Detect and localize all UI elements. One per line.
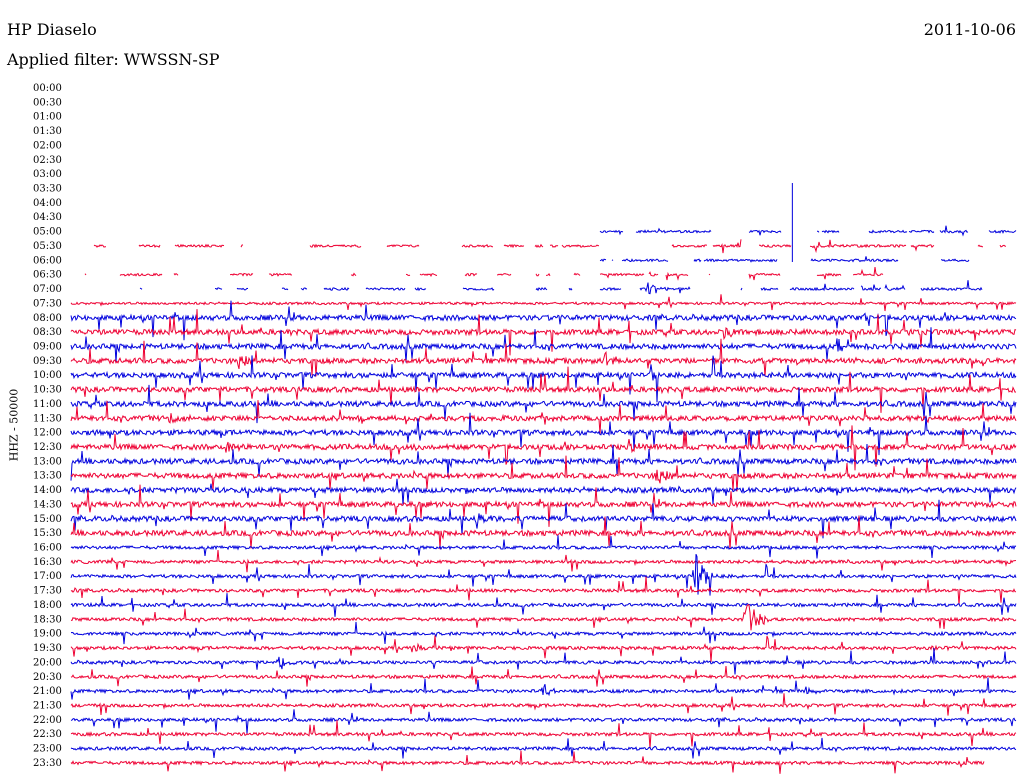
trace-1200 xyxy=(70,412,1017,456)
time-tick-1830: 18:30 xyxy=(33,614,62,625)
time-tick-2200: 22:00 xyxy=(33,715,62,726)
time-tick-1000: 10:00 xyxy=(33,370,62,381)
time-tick-1500: 15:00 xyxy=(33,514,62,525)
time-tick-1530: 15:30 xyxy=(33,528,62,539)
time-tick-1900: 19:00 xyxy=(33,629,62,640)
time-tick-2100: 21:00 xyxy=(33,686,62,697)
time-tick-1130: 11:30 xyxy=(33,413,62,424)
time-tick-0400: 04:00 xyxy=(33,198,62,209)
time-tick-2330: 23:30 xyxy=(33,758,62,769)
time-tick-0630: 06:30 xyxy=(33,270,62,281)
trace-1630 xyxy=(70,550,1017,573)
date-label: 2011-10-06 xyxy=(923,20,1016,39)
time-tick-1800: 18:00 xyxy=(33,600,62,611)
trace-2100 xyxy=(70,677,1017,700)
time-tick-0700: 07:00 xyxy=(33,284,62,295)
trace-1600 xyxy=(70,535,1017,559)
trace-1400 xyxy=(70,478,1017,506)
time-tick-0330: 03:30 xyxy=(33,184,62,195)
trace-1430 xyxy=(70,484,1017,527)
trace-2230 xyxy=(70,720,1017,749)
time-tick-1400: 14:00 xyxy=(33,485,62,496)
trace-1730 xyxy=(70,576,1017,605)
time-tick-2030: 20:30 xyxy=(33,672,62,683)
time-tick-1230: 12:30 xyxy=(33,442,62,453)
time-tick-1330: 13:30 xyxy=(33,471,62,482)
time-tick-2130: 21:30 xyxy=(33,700,62,711)
trace-0630 xyxy=(84,267,884,281)
time-tick-0830: 08:30 xyxy=(33,327,62,338)
trace-2300 xyxy=(70,737,1017,759)
trace-1130 xyxy=(70,400,1017,434)
time-tick-0800: 08:00 xyxy=(33,313,62,324)
trace-2000 xyxy=(70,647,1017,675)
time-tick-0600: 06:00 xyxy=(33,255,62,266)
time-tick-1300: 13:00 xyxy=(33,456,62,467)
time-tick-0430: 04:30 xyxy=(33,212,62,223)
trace-0700 xyxy=(139,280,983,295)
time-tick-1030: 10:30 xyxy=(33,385,62,396)
time-tick-2230: 22:30 xyxy=(33,729,62,740)
filter-label: Applied filter: WWSSN-SP xyxy=(7,50,220,69)
time-tick-0300: 03:00 xyxy=(33,169,62,180)
seismic-traces xyxy=(70,183,1017,774)
time-tick-1630: 16:30 xyxy=(33,557,62,568)
trace-1230 xyxy=(70,425,1017,471)
time-tick-0130: 01:30 xyxy=(33,126,62,137)
trace-0830 xyxy=(70,309,1017,356)
trace-0530 xyxy=(93,239,1007,254)
time-tick-2000: 20:00 xyxy=(33,657,62,668)
time-tick-1600: 16:00 xyxy=(33,543,62,554)
time-tick-0230: 02:30 xyxy=(33,155,62,166)
trace-1800 xyxy=(70,593,1017,617)
trace-2330 xyxy=(70,750,985,774)
time-tick-2300: 23:00 xyxy=(33,744,62,755)
trace-1300 xyxy=(70,443,1017,481)
time-tick-1100: 11:00 xyxy=(33,399,62,410)
time-tick-0030: 00:30 xyxy=(33,97,62,108)
trace-0900 xyxy=(70,327,1017,363)
trace-2030 xyxy=(70,666,1017,687)
trace-0800 xyxy=(70,300,1017,341)
trace-1830 xyxy=(70,604,1017,631)
time-tick-0500: 05:00 xyxy=(33,227,62,238)
time-tick-labels: 00:00 00:30 01:00 01:30 02:00 02:30 03:00 03:30… xyxy=(33,83,62,769)
station-title: HP Diaselo xyxy=(7,20,97,39)
trace-1000 xyxy=(70,355,1017,403)
trace-2130 xyxy=(70,693,1017,716)
time-tick-0930: 09:30 xyxy=(33,356,62,367)
trace-1530 xyxy=(70,515,1017,550)
time-tick-0200: 02:00 xyxy=(33,140,62,151)
trace-0930 xyxy=(70,338,1017,377)
time-tick-1430: 14:30 xyxy=(33,499,62,510)
trace-1930 xyxy=(70,635,1017,662)
time-tick-1700: 17:00 xyxy=(33,571,62,582)
time-tick-0000: 00:00 xyxy=(33,83,62,94)
trace-2200 xyxy=(70,709,1017,734)
trace-1100 xyxy=(70,384,1017,424)
trace-0730 xyxy=(70,294,1017,312)
time-tick-0530: 05:30 xyxy=(33,241,62,252)
trace-1700 xyxy=(70,554,1017,596)
trace-1030 xyxy=(70,366,1017,413)
time-tick-1930: 19:30 xyxy=(33,643,62,654)
trace-1900 xyxy=(70,621,1017,645)
trace-1330 xyxy=(70,455,1017,492)
time-tick-0100: 01:00 xyxy=(33,112,62,123)
time-tick-1200: 12:00 xyxy=(33,428,62,439)
time-tick-0900: 09:00 xyxy=(33,341,62,352)
time-tick-1730: 17:30 xyxy=(33,586,62,597)
trace-0500 xyxy=(599,225,1017,237)
trace-0600 xyxy=(599,256,970,263)
time-tick-0730: 07:30 xyxy=(33,298,62,309)
